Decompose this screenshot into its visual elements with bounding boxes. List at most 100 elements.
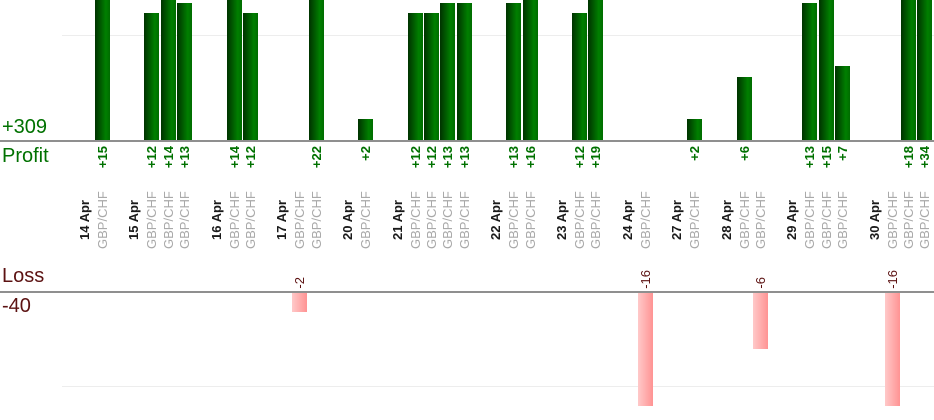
profit-value-label: +12: [424, 146, 439, 169]
profit-value-label: +18: [901, 146, 916, 169]
symbol-label: GBP/CHF: [572, 191, 587, 249]
profit-value-label: +6: [736, 146, 752, 161]
symbol-label: GBP/CHF: [358, 191, 374, 249]
symbol-label: GBP/CHF: [802, 191, 818, 249]
profit-bar: [144, 13, 160, 140]
profit-value-label: +34: [917, 146, 933, 169]
profit-value-label: +7: [835, 146, 851, 161]
profit-value-label: +12: [243, 146, 258, 169]
profit-bar: [160, 0, 176, 140]
profit-bar: [572, 13, 587, 140]
profit-bar: [835, 66, 851, 140]
loss-bar: [292, 293, 308, 312]
date-label: 15 Apr: [126, 200, 142, 240]
loss-baseline: [0, 291, 934, 293]
symbol-label: GBP/CHF: [901, 191, 916, 249]
profit-bar: [358, 118, 374, 140]
profit-value-label: +16: [522, 146, 538, 169]
date-label: 27 Apr: [669, 200, 685, 240]
profit-value-label: +14: [160, 146, 176, 169]
profit-value-label: +13: [506, 146, 522, 169]
date-label: 16 Apr: [208, 200, 224, 240]
symbol-label: GBP/CHF: [177, 191, 193, 249]
profit-bar: [917, 0, 933, 140]
symbol-label: GBP/CHF: [637, 191, 653, 249]
profit-bar: [736, 76, 752, 140]
symbol-label: GBP/CHF: [522, 191, 538, 249]
profit-value-label: +13: [802, 146, 818, 169]
loss-total-label: -40: [2, 295, 31, 317]
profit-bar: [456, 2, 472, 140]
date-label: 21 Apr: [389, 200, 405, 240]
profit-value-label: +22: [308, 146, 324, 169]
symbol-label: GBP/CHF: [917, 191, 933, 249]
profit-bar: [440, 2, 456, 140]
profit-bar: [522, 0, 538, 140]
profit-bar: [818, 0, 834, 140]
profit-bar: [308, 0, 324, 140]
profit-gridline: [62, 35, 934, 36]
loss-value-label: -16: [637, 270, 653, 289]
profit-value-label: +12: [572, 146, 587, 169]
symbol-label: GBP/CHF: [95, 191, 110, 249]
profit-value-label: +12: [144, 146, 160, 169]
profit-bar: [226, 0, 242, 140]
date-label: 29 Apr: [784, 200, 800, 240]
profit-axis-title: Profit: [2, 145, 49, 167]
date-label: 22 Apr: [488, 200, 504, 240]
profit-value-label: +13: [177, 146, 193, 169]
symbol-label: GBP/CHF: [588, 191, 604, 249]
profit-value-label: +13: [440, 146, 456, 169]
symbol-label: GBP/CHF: [144, 191, 160, 249]
date-label: 24 Apr: [619, 200, 635, 240]
symbol-label: GBP/CHF: [440, 191, 456, 249]
symbol-label: GBP/CHF: [407, 191, 423, 249]
profit-bar: [243, 13, 258, 140]
loss-gridline: [62, 386, 934, 387]
profit-bar: [95, 0, 110, 140]
loss-bar: [753, 293, 768, 349]
loss-axis-title: Loss: [2, 265, 45, 287]
profit-bar: [588, 0, 604, 140]
profit-bar: [687, 118, 703, 140]
profit-value-label: +14: [226, 146, 242, 169]
symbol-label: GBP/CHF: [884, 191, 900, 249]
date-label: 14 Apr: [77, 200, 92, 240]
profit-bar: [506, 2, 522, 140]
symbol-label: GBP/CHF: [424, 191, 439, 249]
date-label: 28 Apr: [718, 200, 734, 240]
profit-value-label: +2: [687, 146, 703, 161]
profit-value-label: +15: [95, 146, 110, 169]
symbol-label: GBP/CHF: [160, 191, 176, 249]
profit-value-label: +15: [818, 146, 834, 169]
symbol-label: GBP/CHF: [753, 191, 768, 249]
loss-value-label: -16: [884, 270, 900, 289]
profit-total-label: +309: [2, 116, 48, 138]
symbol-label: GBP/CHF: [818, 191, 834, 249]
profit-bar: [407, 13, 423, 140]
loss-bar: [884, 293, 900, 406]
profit-value-label: +2: [358, 146, 374, 161]
profit-value-label: +12: [407, 146, 423, 169]
profit-value-label: +13: [456, 146, 472, 169]
date-label: 23 Apr: [554, 200, 569, 240]
symbol-label: GBP/CHF: [835, 191, 851, 249]
profit-value-label: +19: [588, 146, 604, 169]
symbol-label: GBP/CHF: [736, 191, 752, 249]
date-label: 30 Apr: [866, 200, 882, 240]
symbol-label: GBP/CHF: [456, 191, 472, 249]
date-label: 20 Apr: [340, 200, 356, 240]
symbol-label: GBP/CHF: [226, 191, 242, 249]
symbol-label: GBP/CHF: [687, 191, 703, 249]
profit-bar: [802, 2, 818, 140]
loss-value-label: -6: [753, 277, 768, 289]
symbol-label: GBP/CHF: [243, 191, 258, 249]
symbol-label: GBP/CHF: [292, 191, 308, 249]
loss-value-label: -2: [292, 277, 308, 289]
profit-bar: [901, 0, 916, 140]
symbol-label: GBP/CHF: [308, 191, 324, 249]
profit-bar: [424, 13, 439, 140]
symbol-label: GBP/CHF: [506, 191, 522, 249]
profit-bar: [177, 2, 193, 140]
